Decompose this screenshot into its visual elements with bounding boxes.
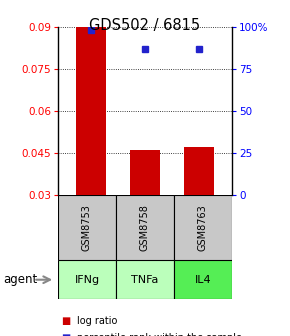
Bar (174, 195, 232, 260)
Bar (130, 150, 160, 195)
Text: percentile rank within the sample: percentile rank within the sample (77, 333, 242, 336)
Text: GSM8763: GSM8763 (198, 204, 208, 251)
Text: GSM8758: GSM8758 (140, 204, 150, 251)
Text: ■: ■ (61, 333, 70, 336)
Bar (58, 195, 116, 260)
Bar (116, 260, 174, 299)
Bar (174, 260, 232, 299)
Text: agent: agent (3, 273, 37, 286)
Text: IFNg: IFNg (75, 275, 99, 285)
Text: GSM8753: GSM8753 (82, 204, 92, 251)
Text: log ratio: log ratio (77, 316, 117, 326)
Bar (76, 27, 106, 195)
Bar (58, 260, 116, 299)
Text: GDS502 / 6815: GDS502 / 6815 (89, 18, 201, 34)
Text: ■: ■ (61, 316, 70, 326)
Text: IL4: IL4 (195, 275, 211, 285)
Bar (184, 147, 214, 195)
Bar (116, 195, 174, 260)
Text: TNFa: TNFa (131, 275, 159, 285)
